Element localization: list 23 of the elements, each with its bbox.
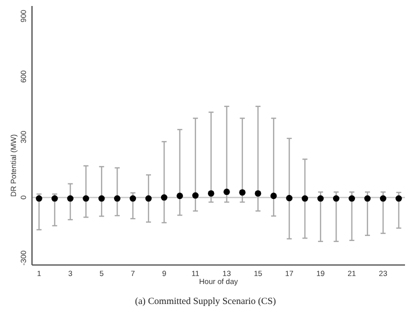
point [224,188,230,196]
point [145,195,152,202]
point [364,195,371,202]
point [254,190,262,197]
point [130,195,136,202]
point [208,190,214,197]
point [160,194,168,201]
point [348,195,356,202]
text: (a) Committed Supply Scenario (CS) [135,297,276,307]
point [302,195,308,202]
point [176,192,183,200]
point [192,192,199,199]
point [67,195,74,202]
point [286,194,292,202]
point [317,195,324,202]
point [380,195,386,202]
point [396,195,402,202]
point [98,195,105,202]
point [114,195,120,202]
point [270,192,277,200]
point [239,189,246,196]
point [332,195,340,202]
point [82,195,90,202]
